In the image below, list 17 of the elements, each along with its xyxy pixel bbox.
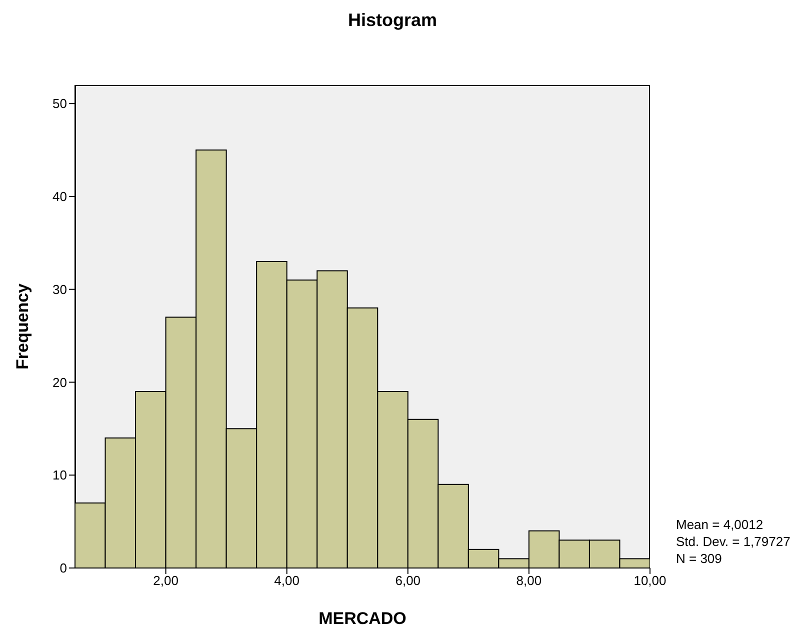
text: N = 309 <box>676 550 723 567</box>
x-tick-label: 4,00 <box>274 573 300 588</box>
x-tick-label: 8,00 <box>516 573 542 588</box>
x-tick-label: 10,00 <box>634 573 666 588</box>
chart-title: Histogram <box>346 10 438 31</box>
text: Std. Dev. = 1,79727 <box>676 533 790 550</box>
y-tick-label: 40 <box>52 189 67 204</box>
y-tick-label: 50 <box>52 96 67 112</box>
x-tick-label: 6,00 <box>395 573 421 588</box>
y-tick-label: 20 <box>52 374 67 390</box>
x-tick-label: 2,00 <box>153 573 178 588</box>
y-axis-title: Frequency <box>13 282 32 370</box>
y-tick-label: 10 <box>52 468 67 483</box>
text: Mean = 4,0012 <box>676 516 764 533</box>
y-tick-label: 30 <box>52 282 67 297</box>
y-tick-label: 0 <box>60 560 67 576</box>
x-axis-title: MERCADO <box>318 609 406 628</box>
